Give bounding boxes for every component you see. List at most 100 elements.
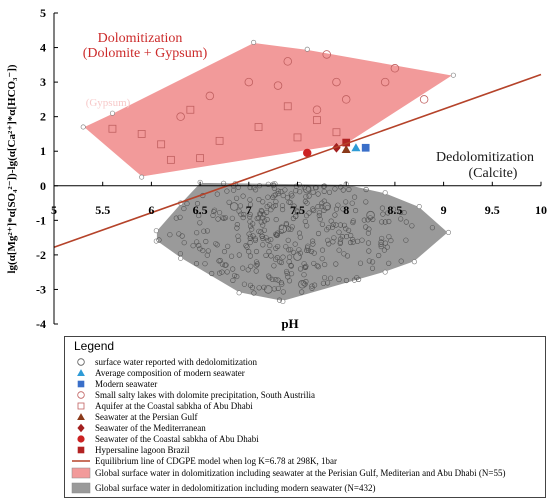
equilibrium-line: [53, 73, 542, 249]
legend-symbol: [71, 482, 91, 494]
cloud-point: [269, 276, 275, 282]
legend-symbol: [71, 389, 91, 401]
cloud-point: [204, 228, 210, 234]
cloud-point: [348, 232, 354, 239]
series-0-point: [366, 210, 375, 220]
legend-label: Seawater at the Persian Gulf: [95, 412, 198, 422]
cloud-point: [254, 261, 260, 267]
legend-label: Equilibrium line of CDGPE model when log…: [95, 456, 338, 466]
cloud-point: [349, 200, 355, 206]
legend-symbol: [71, 378, 91, 390]
y-tick-label: 2: [40, 110, 46, 124]
cloud-point: [241, 281, 247, 287]
cloud-point: [194, 239, 200, 245]
cloud-point: [337, 222, 344, 228]
series-0-point: [278, 224, 288, 234]
cloud-point: [249, 226, 255, 232]
y-axis-label: lg(α[Mg²⁺]*α[SO₄²⁻])-lg(α[Ca²⁺]*α[HCO₃⁻]…: [6, 64, 18, 273]
legend-entry: Seawater at the Persian Gulf: [71, 411, 197, 423]
cloud-point: [340, 187, 346, 193]
cloud-point: [302, 198, 308, 205]
dolomitization-region-vertex: [304, 46, 310, 52]
cloud-point: [167, 232, 173, 238]
cloud-point: [275, 285, 281, 291]
series-3-point: [322, 50, 331, 59]
legend-entry: Seawater of the Coastal sabkha of Abu Dh…: [71, 433, 259, 445]
cloud-point: [304, 200, 310, 206]
cloud-point: [288, 226, 294, 232]
cloud-point: [229, 253, 235, 259]
cloud-point: [356, 276, 362, 282]
cloud-point: [273, 217, 279, 223]
annotation-gypsum-faint: (Gypsum): [86, 97, 131, 109]
series-3-point: [312, 105, 322, 115]
dedolomitization-region-vertex: [236, 290, 242, 296]
cloud-point: [379, 219, 385, 225]
cloud-point: [209, 270, 215, 277]
cloud-point: [319, 204, 325, 210]
y-tick-label: -2: [36, 248, 46, 262]
cloud-point: [258, 207, 264, 214]
cloud-point: [261, 227, 267, 233]
y-tick-label: -1: [36, 213, 46, 227]
cloud-point: [326, 225, 332, 231]
cloud-point: [376, 252, 382, 259]
cloud-point: [290, 249, 297, 255]
data-points: [108, 50, 429, 294]
cloud-point: [315, 204, 321, 210]
cloud-point: [310, 238, 316, 244]
series-1-point: [351, 143, 361, 152]
cloud-point: [369, 265, 376, 271]
cloud-point: [264, 216, 270, 223]
cloud-point: [210, 212, 216, 218]
legend-marker: [77, 402, 85, 410]
legend-symbol: [71, 455, 91, 467]
legend-label: Average composition of modern seawater: [95, 368, 245, 378]
y-tick-label: -3: [36, 282, 46, 296]
cloud-point: [335, 202, 341, 208]
cloud-point: [379, 205, 385, 211]
series-3-point: [283, 57, 293, 66]
cloud-point: [263, 235, 269, 241]
cloud-point: [190, 243, 196, 249]
cloud-point: [343, 226, 349, 232]
legend-symbol: [71, 400, 91, 412]
cloud-point: [401, 210, 407, 216]
legend-label: Global surface water in dedolomitization…: [95, 483, 376, 493]
series-4-point: [166, 155, 175, 164]
cloud-point: [240, 193, 246, 199]
cloud-point: [288, 247, 294, 253]
cloud-point: [275, 191, 281, 197]
cloud-point: [271, 193, 277, 199]
cloud-point: [273, 231, 279, 237]
cloud-point: [265, 194, 271, 200]
cloud-point: [312, 282, 318, 288]
cloud-point: [305, 186, 311, 192]
cloud-point: [386, 218, 392, 225]
y-tick-label: 4: [40, 41, 46, 55]
cloud-point: [331, 235, 337, 241]
annotation-dedolomitization-title: Dedolomitization: [436, 150, 534, 165]
legend-symbol: [71, 433, 91, 445]
dolomitization-region-vertex: [109, 110, 115, 116]
cloud-point: [297, 266, 304, 272]
cloud-point: [280, 193, 286, 199]
cloud-point: [330, 239, 336, 245]
cloud-point: [248, 263, 254, 269]
legend-marker: [77, 358, 85, 366]
cloud-point: [283, 220, 289, 227]
cloud-point: [253, 248, 260, 255]
cloud-point: [304, 247, 310, 253]
dedolomitization-region-vertex: [382, 269, 388, 275]
cloud-point: [247, 202, 254, 208]
legend-label: Small salty lakes with dolomite precipit…: [95, 390, 315, 400]
series-0-point: [229, 202, 239, 211]
cloud-point: [363, 224, 369, 230]
cloud-point: [267, 275, 273, 281]
cloud-point: [200, 248, 206, 254]
series-3-point: [205, 91, 215, 101]
cloud-point: [315, 264, 321, 270]
legend-symbol: [71, 356, 91, 368]
series-3-point: [341, 95, 351, 104]
cloud-point: [296, 182, 302, 188]
